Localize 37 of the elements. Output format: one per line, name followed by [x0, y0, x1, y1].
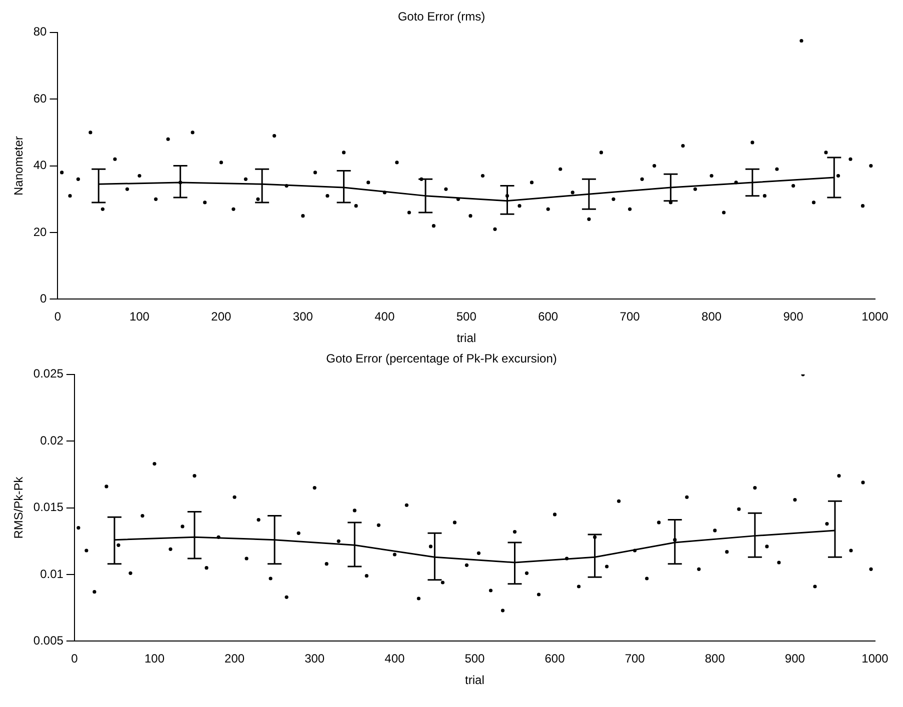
- y-axis-title: RMS/Pk-Pk: [12, 476, 26, 539]
- y-tick-label: 0.015: [33, 500, 64, 514]
- x-tick-label: 600: [538, 310, 558, 324]
- x-tick-label: 400: [374, 310, 395, 324]
- x-axis-title: trial: [465, 673, 484, 688]
- y-tick-label: 60: [33, 91, 48, 106]
- x-tick-label: 400: [384, 652, 405, 666]
- x-tick-label: 700: [624, 652, 646, 666]
- x-tick-label: 0: [71, 652, 78, 666]
- x-tick-label: 500: [456, 310, 477, 324]
- x-tick-label: 900: [784, 652, 806, 666]
- x-tick-label: 800: [704, 652, 726, 666]
- y-axis-title: Nanometer: [12, 136, 26, 196]
- x-tick-label: 1000: [862, 652, 889, 666]
- x-axis-title: trial: [456, 331, 476, 346]
- y-tick-label: 0.025: [33, 366, 64, 381]
- chart-title: Goto Error (rms): [398, 10, 486, 24]
- x-tick-label: 700: [620, 310, 640, 324]
- x-tick-label: 900: [783, 310, 804, 324]
- x-tick-label: 1000: [862, 310, 889, 324]
- y-tick-label: 0: [40, 292, 48, 306]
- x-tick-label: 100: [129, 310, 150, 324]
- x-tick-label: 300: [304, 652, 325, 666]
- chart-title: Goto Error (percentage of Pk-Pk excursion): [326, 352, 557, 366]
- y-tick-label: 80: [33, 24, 48, 39]
- x-tick-label: 500: [464, 652, 486, 666]
- x-tick-label: 100: [144, 652, 165, 666]
- y-tick-label: 0.005: [33, 634, 64, 648]
- x-tick-label: 800: [702, 310, 722, 324]
- y-tick-label: 0.01: [40, 566, 64, 581]
- x-tick-label: 200: [224, 652, 245, 666]
- y-tick-label: 20: [33, 224, 48, 239]
- x-tick-label: 200: [211, 310, 232, 324]
- y-tick-label: 0.02: [40, 433, 64, 448]
- x-tick-label: 600: [544, 652, 566, 666]
- x-tick-label: 300: [292, 310, 314, 324]
- y-tick-label: 40: [33, 158, 48, 172]
